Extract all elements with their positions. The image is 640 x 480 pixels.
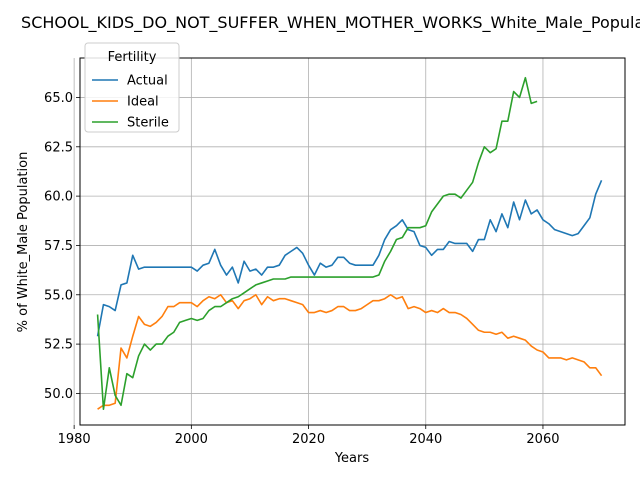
x-tick-label: 2000 <box>175 432 208 447</box>
grid <box>73 58 625 425</box>
y-tick-label: 57.5 <box>44 239 73 254</box>
series-line-actual <box>96 180 603 337</box>
y-axis-title: % of White_Male Population <box>16 152 31 333</box>
chart-title: SCHOOL_KIDS_DO_NOT_SUFFER_WHEN_MOTHER_WO… <box>21 13 640 33</box>
y-tick-label: 60.0 <box>44 190 73 205</box>
x-tick-label: 1980 <box>58 432 91 447</box>
y-tick-label: 62.5 <box>44 140 73 155</box>
legend-label-sterile: Sterile <box>127 116 169 131</box>
y-axis-ticks: 50.0 52.5 55.0 57.5 60.0 62.5 65.0 <box>44 91 80 402</box>
legend-label-actual: Actual <box>127 74 168 89</box>
legend-box <box>84 42 180 133</box>
series-line-ideal <box>97 293 603 410</box>
x-tick-label: 2060 <box>526 432 559 447</box>
y-tick-label: 50.0 <box>44 387 73 402</box>
legend-title: Fertility <box>108 50 157 65</box>
series-lines <box>96 76 603 411</box>
x-axis-title: Years <box>334 451 370 466</box>
legend-label-ideal: Ideal <box>127 95 159 110</box>
legend-entries: Actual Ideal Sterile <box>92 74 169 131</box>
x-axis-ticks: 1980 2000 2020 2040 2060 <box>58 425 560 447</box>
y-tick-label: 55.0 <box>44 288 73 303</box>
legend: Fertility Actual Ideal Sterile <box>84 42 180 133</box>
x-tick-label: 2020 <box>292 432 325 447</box>
y-tick-label: 65.0 <box>44 91 73 106</box>
x-tick-label: 2040 <box>409 432 442 447</box>
series-line-sterile <box>96 76 538 411</box>
plot-frame <box>79 57 626 426</box>
y-tick-label: 52.5 <box>44 338 73 353</box>
